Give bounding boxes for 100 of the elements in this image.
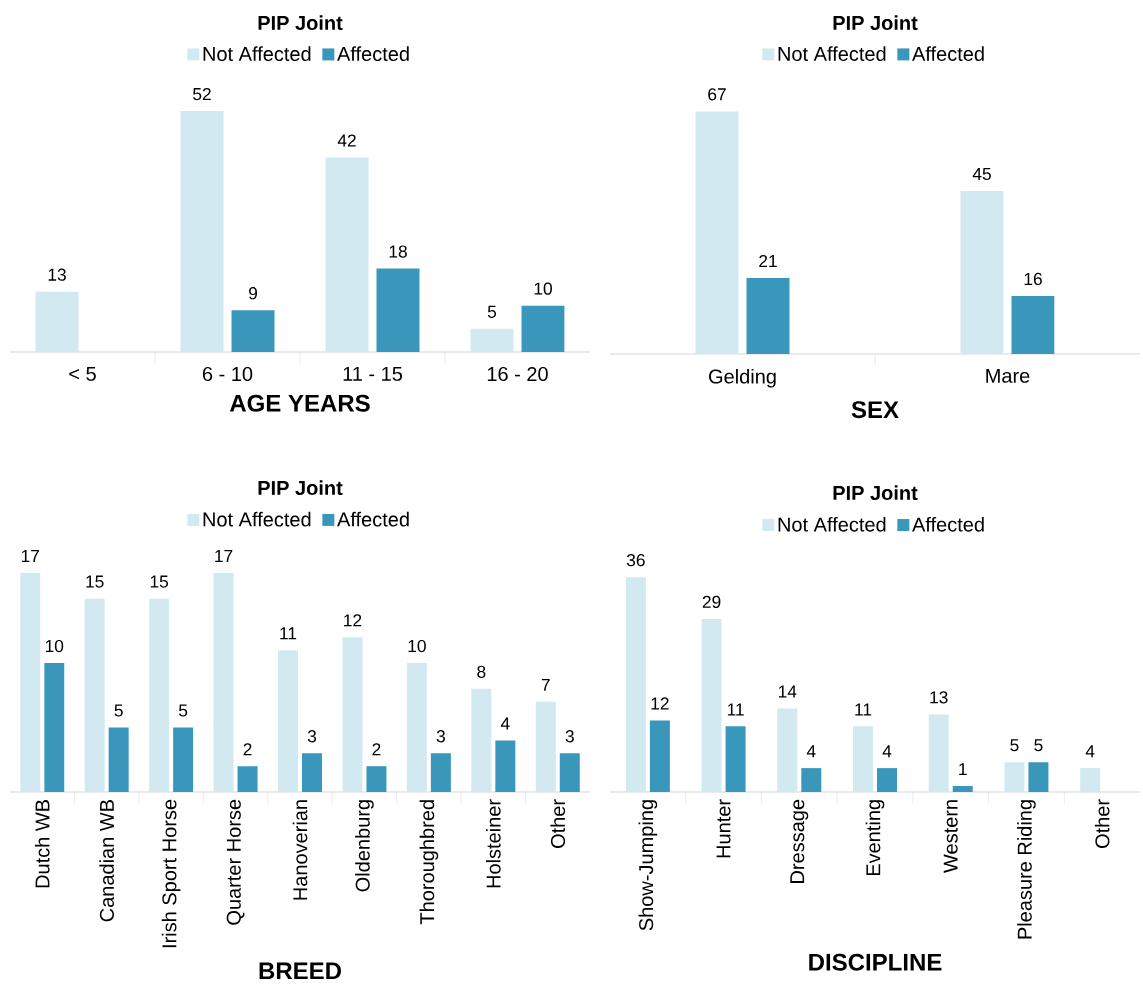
bar (1028, 762, 1049, 792)
data-label: 5 (178, 704, 188, 717)
data-label: 67 (708, 88, 726, 101)
data-label: 10 (45, 639, 64, 653)
bar (470, 328, 514, 352)
data-label: 10 (408, 639, 426, 653)
x-tick-label: 16 - 20 (487, 366, 548, 382)
data-label: 4 (1085, 745, 1095, 758)
legend-label: Affected (912, 516, 984, 532)
x-tick-label: Mare (986, 368, 1030, 383)
bar (1080, 768, 1101, 792)
data-label: 5 (1034, 739, 1043, 752)
bar (535, 701, 556, 792)
bar (325, 157, 369, 352)
bar (695, 111, 739, 354)
bar (44, 663, 65, 792)
bar (495, 740, 516, 792)
data-label: 36 (626, 553, 645, 567)
bar (231, 310, 275, 352)
data-label: 5 (1010, 739, 1019, 752)
legend-label: Not Affected (778, 516, 886, 532)
x-tick-label: Holsteiner (485, 799, 501, 888)
x-tick-label: Quarter Horse (226, 799, 245, 925)
data-label: 1 (959, 763, 967, 776)
legend-label: Not Affected (203, 511, 311, 527)
bar (237, 766, 258, 792)
data-label: 7 (541, 678, 550, 691)
x-tick-label: Pleasure Riding (1017, 800, 1036, 939)
bar (746, 277, 790, 354)
data-label: 8 (477, 665, 486, 678)
data-label: 16 (1024, 272, 1042, 286)
x-axis-title: BREED (259, 962, 341, 980)
chart-title: PIP Joint (258, 15, 343, 31)
bar (35, 291, 79, 352)
legend-label: Not Affected (778, 46, 886, 61)
data-label: 17 (21, 550, 39, 562)
x-tick-label: Show-Jumping (638, 800, 658, 931)
data-label: 12 (344, 614, 362, 627)
bar (801, 768, 822, 792)
x-tick-label: Western (943, 800, 958, 873)
bar (649, 720, 670, 792)
bar (701, 618, 722, 792)
bar (960, 191, 1004, 354)
data-label: 3 (565, 730, 574, 743)
x-tick-label: Gelding (709, 368, 776, 388)
data-label: 21 (759, 254, 777, 268)
data-label: 15 (86, 575, 104, 588)
bar (406, 663, 427, 792)
data-label: 5 (114, 704, 123, 717)
x-tick-label: Thoroughbred (419, 800, 439, 925)
bar (952, 786, 973, 792)
data-label: 15 (150, 575, 169, 588)
data-label: 3 (436, 730, 445, 743)
data-label: 4 (500, 717, 510, 730)
data-label: 13 (48, 268, 66, 281)
bar (108, 727, 129, 792)
x-axis-title: AGE YEARS (229, 394, 370, 412)
bar (471, 688, 492, 792)
x-tick-label: Hanoverian (292, 800, 308, 900)
bar (430, 753, 451, 792)
data-label: 11 (855, 703, 872, 716)
bar (877, 768, 897, 792)
bar (853, 726, 874, 792)
data-label: 12 (651, 697, 669, 710)
bar (20, 572, 41, 792)
bar (625, 577, 646, 792)
data-label: 52 (193, 87, 211, 101)
data-label: 45 (972, 168, 991, 181)
data-label: 2 (372, 743, 381, 756)
x-axis-title: DISCIPLINE (809, 953, 942, 971)
data-label: 9 (249, 287, 258, 300)
legend-label: Affected (337, 46, 409, 62)
bar (376, 268, 420, 352)
bar (521, 305, 565, 352)
chart-title: PIP Joint (833, 15, 918, 31)
bar (342, 637, 363, 792)
data-label: 11 (280, 627, 297, 640)
legend-label: Affected (337, 511, 409, 527)
bar (725, 726, 746, 792)
legend-label: Not Affected (203, 46, 311, 62)
x-tick-label: Other (1094, 799, 1110, 848)
x-axis-title: SEX (851, 401, 899, 419)
bar (777, 708, 798, 792)
x-tick-label: Other (550, 799, 566, 848)
data-label: 3 (307, 730, 317, 743)
data-label: 13 (930, 691, 948, 704)
bar (278, 650, 298, 792)
data-label: 17 (215, 550, 233, 562)
bar (180, 111, 224, 352)
bar (1004, 762, 1025, 792)
x-tick-label: < 5 (69, 366, 96, 381)
x-tick-label: Oldenburg (355, 800, 374, 892)
bar (84, 598, 105, 792)
x-tick-label: Dutch WB (34, 800, 50, 888)
data-label: 5 (487, 305, 497, 318)
bar (928, 714, 949, 792)
chart-title: PIP Joint (258, 480, 343, 496)
bar (1011, 296, 1055, 354)
x-tick-label: Dressage (790, 799, 809, 883)
x-tick-label: Irish Sport Horse (161, 799, 181, 948)
